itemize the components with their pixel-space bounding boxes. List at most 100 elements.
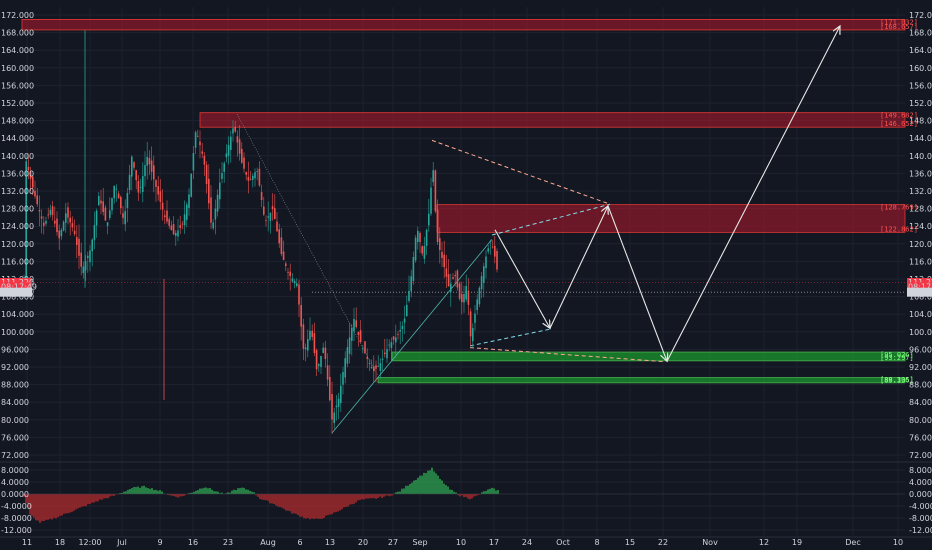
candle-body (395, 337, 397, 343)
osc-tick-label-right: 8.0000 (909, 466, 932, 475)
candle-body (346, 347, 349, 364)
candle-body (128, 174, 131, 191)
candle-body (390, 342, 393, 348)
trendline-down (236, 113, 379, 376)
candle-body (254, 172, 256, 179)
candle-body (190, 173, 192, 197)
candle-body (485, 256, 487, 269)
candle-body (421, 246, 423, 254)
osc-tick-label-right: 0.0000 (909, 490, 932, 499)
candle-body (478, 287, 481, 305)
candle-body (487, 248, 489, 252)
zone-label-top: [128.769] (880, 204, 918, 212)
trendline-dashed-mid (491, 203, 611, 236)
candle-body (461, 294, 463, 303)
price-badge-label: 08:17:49 (1, 282, 37, 291)
candle-body (430, 187, 432, 214)
candle-body (320, 355, 322, 368)
candle-body (109, 210, 111, 218)
candle-body (245, 172, 247, 175)
candle-body (364, 341, 366, 354)
candle-body (60, 229, 63, 237)
zone-label-bottom: [168.657] (880, 23, 918, 31)
price-tick-label-right: 88.000 (909, 381, 932, 390)
candle-body (304, 347, 307, 350)
candle-body (280, 237, 283, 254)
price-tick-label-left: 148.000 (1, 117, 34, 126)
candle-body (186, 204, 188, 220)
candle-body (69, 217, 71, 223)
candle-body (403, 318, 406, 323)
candle-body (197, 135, 199, 137)
candle-body (489, 241, 492, 243)
trendline-up (331, 239, 493, 434)
candle-body (392, 336, 395, 340)
time-tick-label: 24 (522, 538, 532, 547)
candle-body (192, 152, 195, 171)
time-tick-label: 11 (22, 538, 32, 547)
price-tick-label-right: 84.000 (909, 398, 932, 407)
candle-body (366, 357, 368, 359)
candle-body (210, 197, 212, 223)
candle-body (73, 230, 76, 235)
candle-body (386, 349, 388, 359)
candle-body (168, 219, 170, 226)
candle-body (370, 367, 373, 369)
candle-body (65, 213, 67, 223)
candle-body (172, 224, 175, 235)
candle-body (113, 186, 115, 199)
osc-tick-label-left: -12.000 (1, 526, 32, 535)
candle-body (51, 206, 54, 216)
price-tick-label-left: 140.000 (1, 152, 34, 161)
candle-body (199, 141, 201, 146)
candle-body (62, 221, 65, 231)
osc-tick-label-right: -12.000 (909, 526, 932, 535)
candle-body (419, 232, 421, 243)
time-tick-label: 10 (456, 538, 466, 547)
time-tick-label: Aug (260, 538, 276, 547)
candle-body (181, 223, 184, 225)
zone-resistance (199, 112, 906, 128)
candle-body (452, 277, 454, 279)
candle-body (117, 193, 120, 199)
candle-body (252, 175, 254, 180)
candle-body (335, 405, 338, 408)
price-tick-label-right: 144.000 (909, 134, 932, 143)
zone-label-bottom: [88.305] (880, 376, 914, 384)
time-tick-label: 10 (893, 538, 903, 547)
price-tick-label-left: 96.000 (1, 345, 29, 354)
forecast-arrow (549, 206, 608, 329)
time-tick-label: 22 (658, 538, 668, 547)
zone-label-bottom: [122.862] (880, 225, 918, 233)
price-tick-label-left: 152.000 (1, 99, 34, 108)
candle-body (472, 328, 474, 342)
price-tick-label-left: 88.000 (1, 381, 29, 390)
candle-body (236, 136, 239, 143)
price-tick-label-left: 164.000 (1, 46, 34, 55)
candle-body (388, 344, 390, 346)
price-tick-label-left: 100.000 (1, 328, 34, 337)
candle-body (458, 283, 461, 299)
trendline-dashed-upper (431, 139, 611, 205)
candle-body (436, 209, 439, 242)
osc-tick-label-left: -8.0000 (1, 514, 32, 523)
candle-body (496, 251, 498, 270)
candle-body (342, 372, 344, 385)
osc-tick-label-left: 8.0000 (1, 466, 29, 475)
candle-body (93, 225, 96, 241)
candle-body (375, 365, 377, 369)
price-tick-label-right: 128.000 (909, 205, 932, 214)
time-tick-label: Oct (556, 538, 570, 547)
candle-body (150, 160, 153, 172)
candle-body (223, 163, 225, 172)
candle-body (293, 280, 296, 284)
time-tick-label: 23 (223, 538, 233, 547)
forecast-arrow (494, 229, 550, 329)
candle-body (326, 365, 329, 380)
candle-body (84, 261, 87, 271)
candle-body (291, 278, 294, 282)
price-tick-label-left: 124.000 (1, 222, 34, 231)
price-badges: 111.220111.22008:17:4908:17:49108.930108… (0, 278, 932, 297)
candle-body (285, 263, 287, 267)
